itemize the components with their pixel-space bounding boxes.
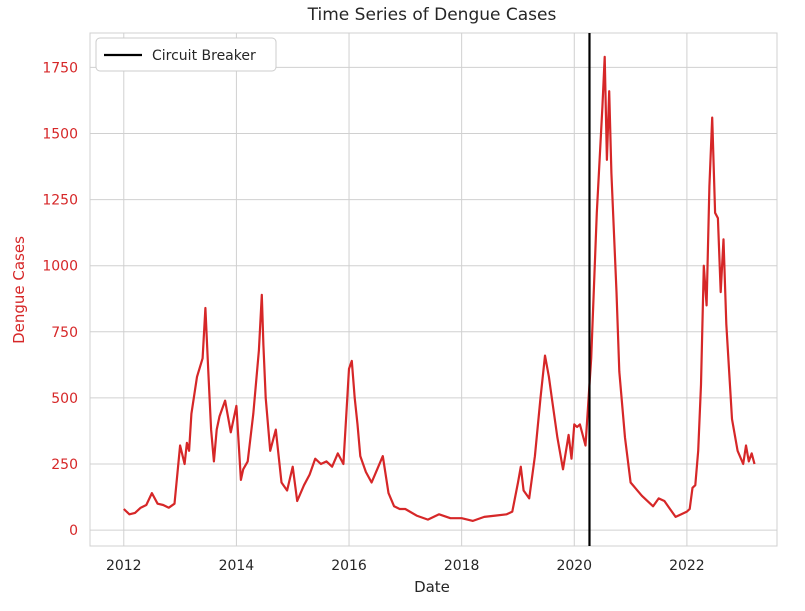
y-tick-labels: 0 250 500 750 1000 1250 1500 1750 bbox=[42, 60, 78, 539]
legend: Circuit Breaker bbox=[95, 37, 277, 72]
x-tick-labels: 2012 2014 2016 2018 2020 2022 bbox=[106, 558, 705, 574]
y-tick-label: 1000 bbox=[42, 259, 78, 275]
x-tick-label: 2020 bbox=[556, 558, 592, 574]
y-tick-label: 750 bbox=[51, 325, 78, 341]
x-tick-label: 2022 bbox=[669, 558, 705, 574]
y-tick-label: 1750 bbox=[42, 60, 78, 76]
y-tick-label: 1500 bbox=[42, 126, 78, 142]
y-tick-label: 250 bbox=[51, 457, 78, 473]
y-tick-label: 0 bbox=[69, 523, 78, 539]
x-gridlines bbox=[123, 33, 688, 546]
x-tick-label: 2018 bbox=[444, 558, 480, 574]
x-tick-label: 2014 bbox=[219, 558, 255, 574]
x-tick-label: 2016 bbox=[331, 558, 367, 574]
series-line bbox=[123, 55, 756, 522]
x-axis-label: Date bbox=[414, 578, 450, 596]
plot-area bbox=[89, 32, 778, 547]
x-tick-label: 2012 bbox=[106, 558, 142, 574]
y-gridlines bbox=[90, 66, 777, 531]
legend-label: Circuit Breaker bbox=[152, 48, 256, 64]
y-axis-label: Dengue Cases bbox=[10, 236, 28, 344]
legend-box bbox=[95, 37, 277, 72]
y-tick-label: 500 bbox=[51, 391, 78, 407]
y-tick-label: 1250 bbox=[42, 193, 78, 209]
chart-title: Time Series of Dengue Cases bbox=[307, 5, 557, 25]
